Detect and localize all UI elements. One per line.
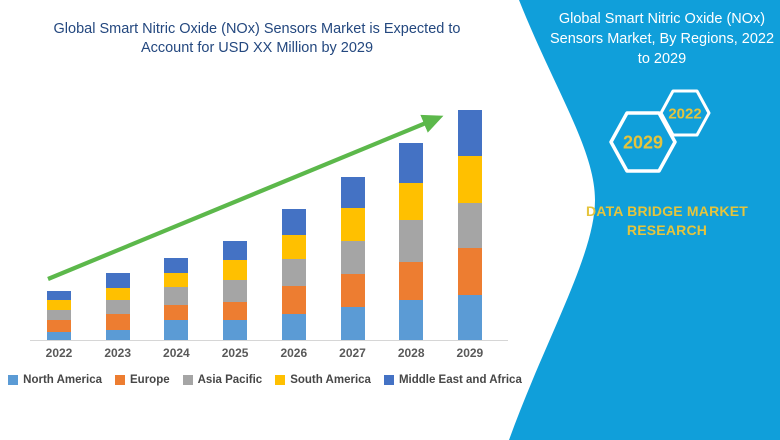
legend-label: Asia Pacific <box>197 374 263 386</box>
x-tick-2023: 2023 <box>104 346 132 360</box>
bar-2022 <box>47 291 71 340</box>
legend-label: Europe <box>130 374 170 386</box>
segment-asia-pacific-2024 <box>164 287 189 305</box>
segment-asia-pacific-2025 <box>223 280 248 302</box>
legend-item-europe: Europe <box>115 374 170 386</box>
hexagon-2029-label: 2029 <box>623 133 663 153</box>
legend-label: North America <box>23 374 102 386</box>
segment-europe-2026 <box>281 286 306 314</box>
segment-north-america-2026 <box>281 314 306 340</box>
segment-north-america-2023 <box>105 330 130 340</box>
x-tick-2027: 2027 <box>339 346 366 360</box>
x-tick-2024: 2024 <box>163 346 190 360</box>
bar-2029 <box>457 110 482 340</box>
legend-swatch-icon <box>115 375 125 385</box>
segment-europe-2023 <box>105 314 130 330</box>
hexagon-2029-icon <box>609 111 677 173</box>
x-tick-2028: 2028 <box>397 346 425 360</box>
x-tick-2029: 2029 <box>456 346 484 360</box>
segment-asia-pacific-2029 <box>457 203 482 248</box>
segment-north-america-2024 <box>164 320 189 340</box>
chart-title: Global Smart Nitric Oxide (NOx) Sensors … <box>53 21 461 56</box>
segment-south-america-2022 <box>47 300 71 310</box>
segment-europe-2029 <box>457 248 482 295</box>
hexagon-2022-label: 2022 <box>668 106 701 123</box>
legend-label: Middle East and Africa <box>398 374 522 386</box>
legend-swatch-icon <box>275 375 286 385</box>
legend-item-north-america: North America <box>8 374 102 386</box>
legend-item-middle-east-and-africa: Middle East and Africa <box>383 374 522 386</box>
x-tick-2025: 2025 <box>221 346 249 360</box>
segment-asia-pacific-2023 <box>105 300 130 314</box>
x-tick-2026: 2026 <box>280 346 308 360</box>
legend-label: South America <box>290 374 371 386</box>
x-tick-2022: 2022 <box>45 346 73 360</box>
legend-swatch-icon <box>8 375 19 385</box>
chart-legend: North America Europe Asia Pacific South Ame… <box>8 374 522 386</box>
segment-europe-2022 <box>47 320 71 332</box>
segment-north-america-2027 <box>340 307 365 340</box>
legend-swatch-icon <box>182 375 193 385</box>
brand-name: DATA BRIDGE MARKET RESEARCH <box>586 203 748 238</box>
segment-south-america-2023 <box>105 288 130 300</box>
segment-asia-pacific-2022 <box>47 310 71 320</box>
x-axis-tick-labels: 2022 2023 2024 2025 2026 2027 2028 2029 <box>30 346 508 362</box>
right-panel-heading: Global Smart Nitric Oxide (NOx) Sensors … <box>549 11 775 67</box>
segment-north-america-2028 <box>399 300 424 340</box>
legend-item-south-america: South America <box>275 374 371 386</box>
segment-middle-east-and-africa-2022 <box>47 291 71 300</box>
segment-europe-2024 <box>164 305 189 320</box>
segment-north-america-2022 <box>47 332 71 340</box>
legend-item-asia-pacific: Asia Pacific <box>182 374 263 386</box>
segment-north-america-2029 <box>457 295 482 340</box>
segment-south-america-2029 <box>457 156 482 203</box>
teal-background <box>509 0 780 440</box>
legend-swatch-icon <box>383 375 394 385</box>
segment-middle-east-and-africa-2029 <box>457 110 482 156</box>
segment-europe-2025 <box>223 302 248 320</box>
segment-north-america-2025 <box>223 320 248 340</box>
